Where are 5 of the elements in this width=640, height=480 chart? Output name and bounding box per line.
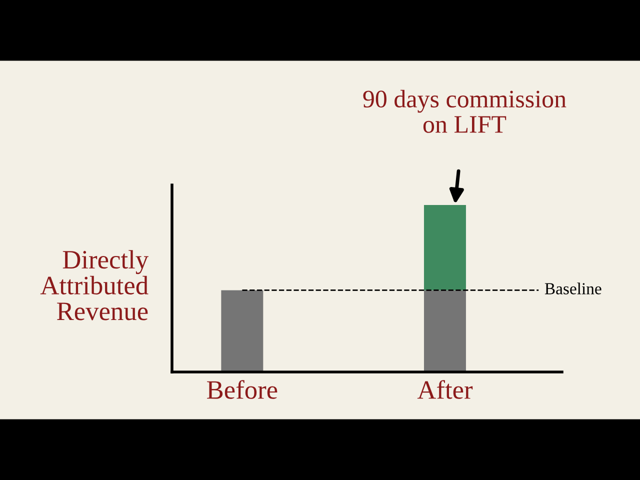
y-axis-title: Directly Attributed Revenue [40, 250, 148, 320]
annotation: 90 days commission on LIFT [363, 90, 566, 133]
ref-line-label: Baseline [544, 282, 602, 294]
x-tick-label: After [417, 380, 473, 399]
x-tick-label: Before [207, 380, 278, 399]
